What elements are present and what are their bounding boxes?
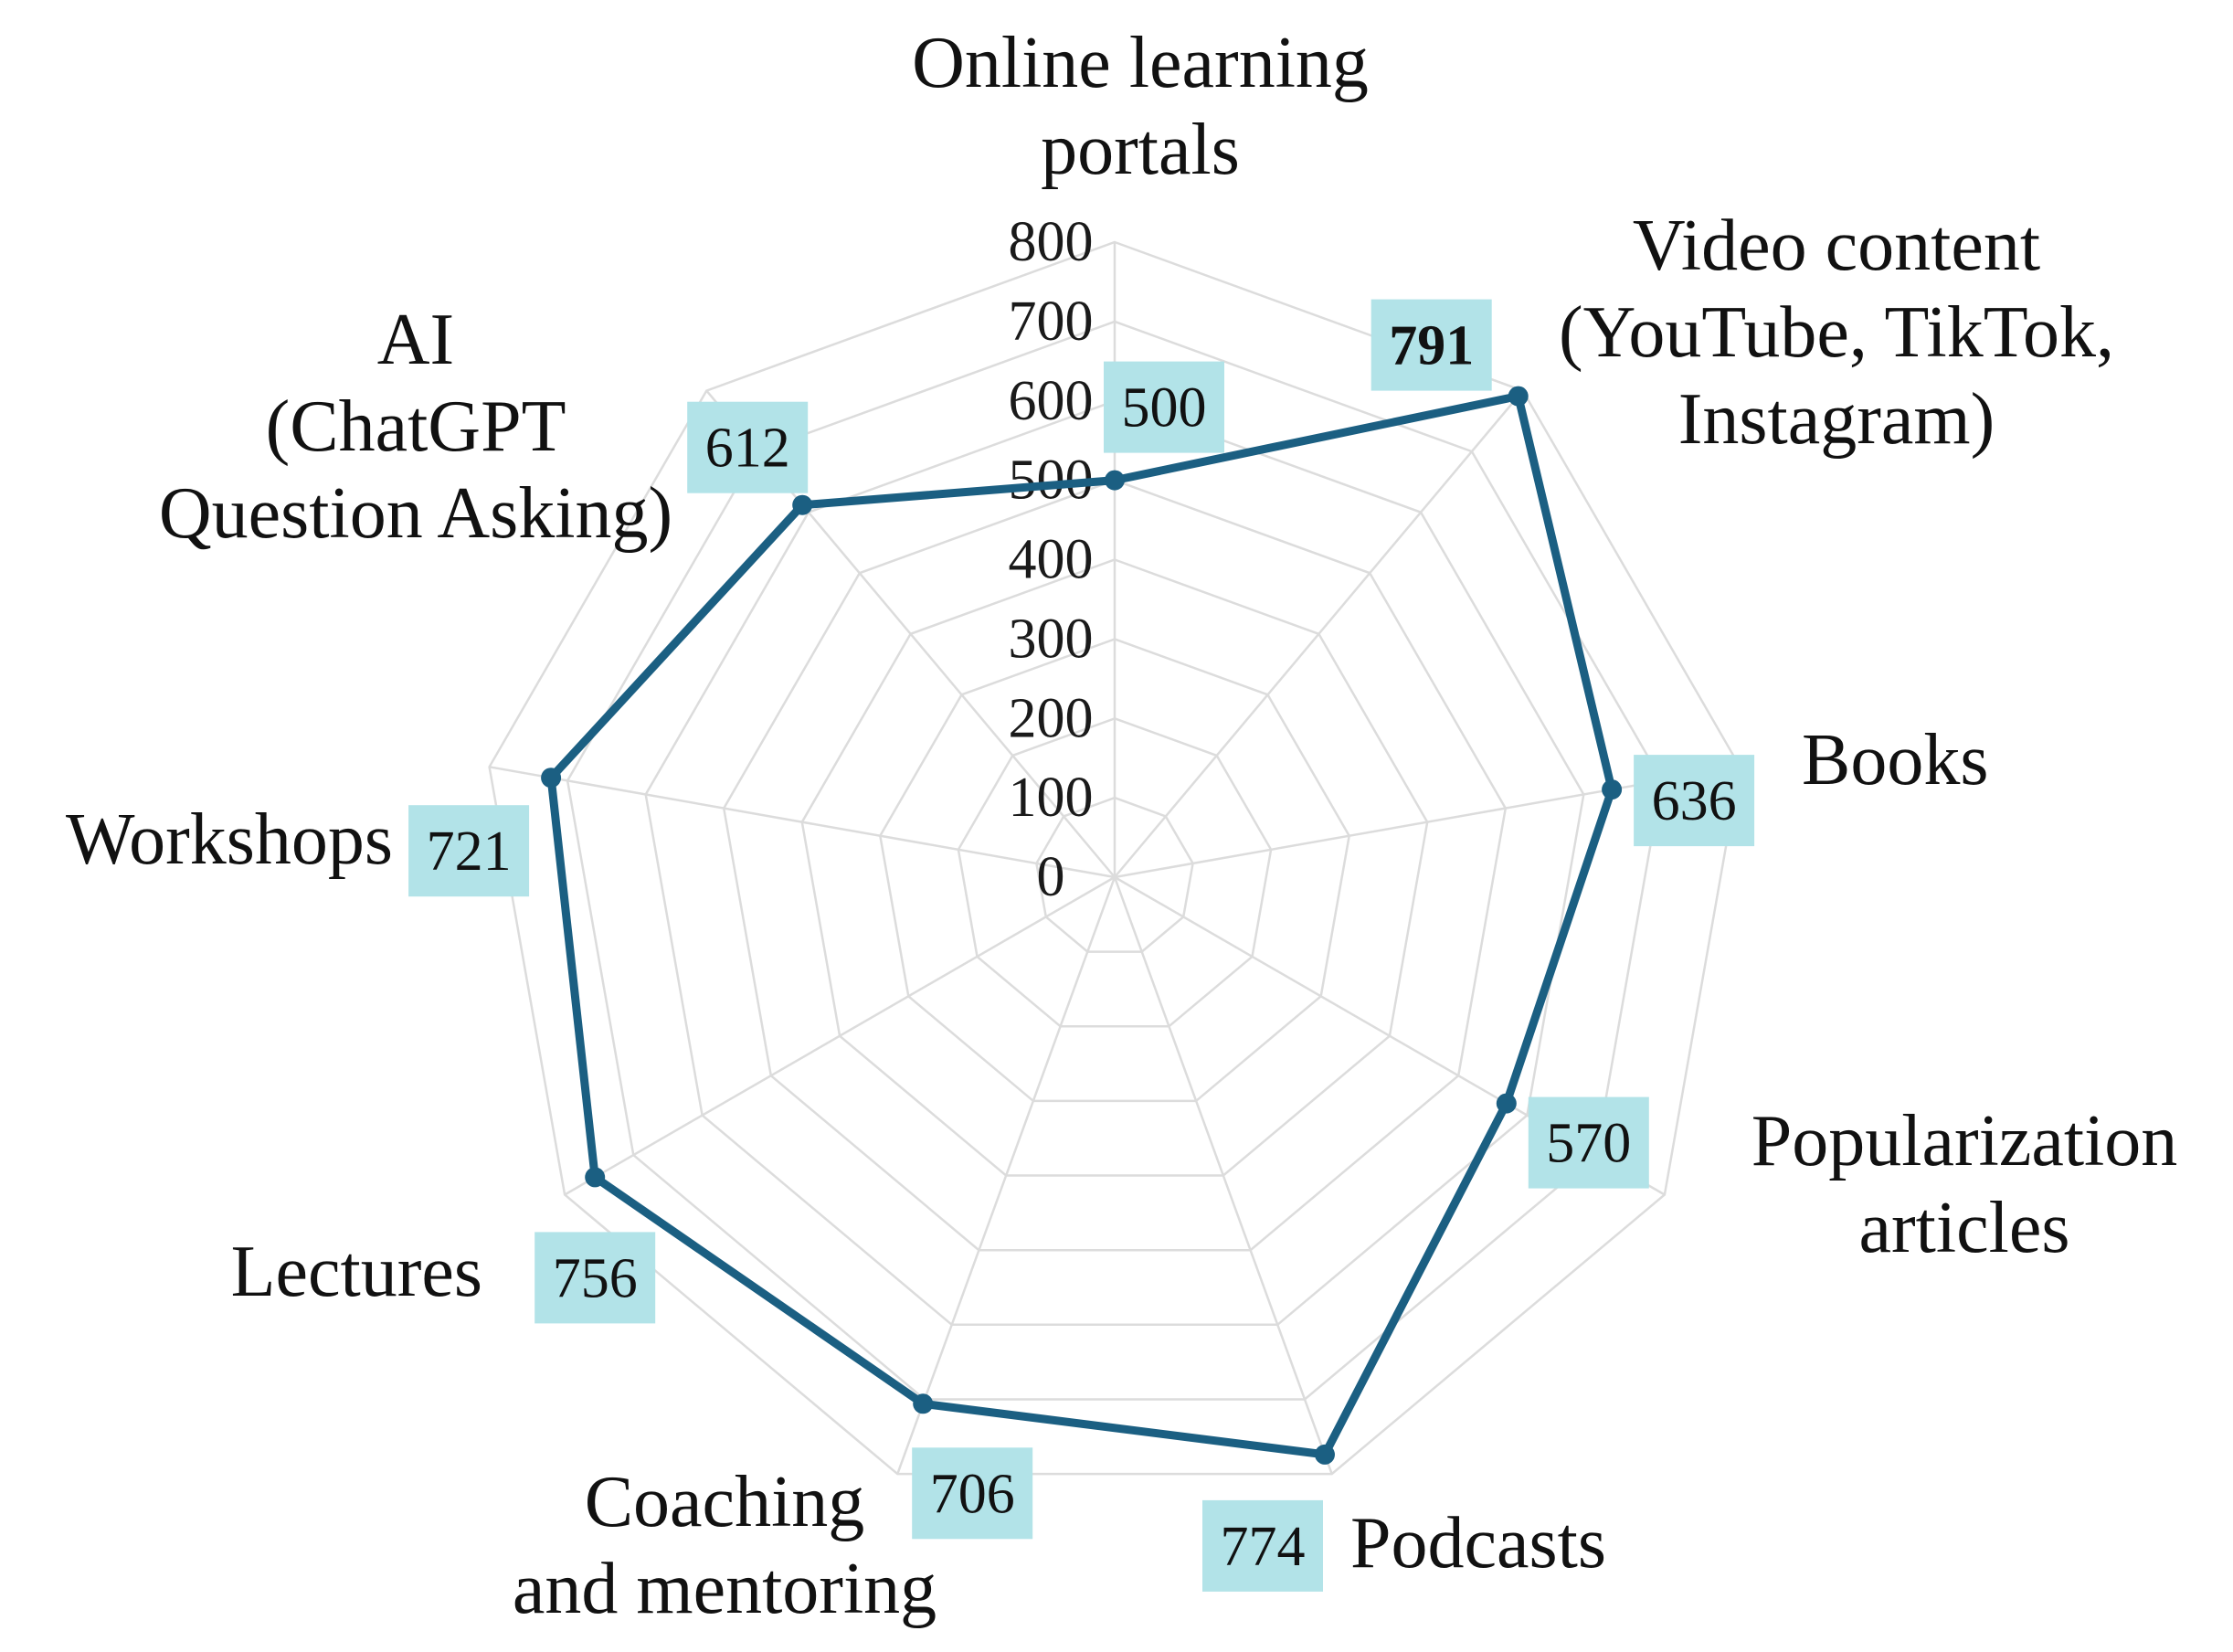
category-label: Online learning portals [912, 23, 1369, 190]
series-point [792, 494, 813, 515]
category-label: Lectures [231, 1232, 482, 1312]
tick-label: 700 [1009, 291, 1094, 353]
value-label-box [534, 1232, 656, 1324]
grid-ring-200 [957, 716, 1273, 1028]
category-label-line: Instagram) [1678, 379, 1995, 460]
grid-spoke [564, 875, 1116, 1196]
category-label-line: articles [1859, 1188, 2070, 1268]
value-label: 612 [705, 418, 790, 480]
series-layer [541, 386, 1623, 1465]
category-label-line: Coaching [585, 1462, 865, 1542]
grid-layer [488, 240, 1741, 1476]
value-label: 791 [1389, 315, 1474, 377]
tick-label: 300 [1009, 608, 1094, 670]
value-label: 721 [427, 821, 512, 883]
value-label-box [1202, 1499, 1323, 1592]
value-label-box [408, 805, 530, 897]
value-label: 706 [930, 1463, 1015, 1525]
grid-spoke [1114, 389, 1524, 878]
grid-ring-500 [722, 479, 1508, 1252]
grid-ring-800 [488, 240, 1741, 1476]
grid-spoke [896, 876, 1116, 1475]
category-label: Podcasts [1350, 1503, 1606, 1583]
category-label: AI (ChatGPT Question Asking) [159, 300, 672, 554]
value-label-box [1370, 299, 1492, 391]
series-point [1602, 779, 1623, 800]
category-label-line: (ChatGPT [266, 387, 566, 467]
series-point [1105, 470, 1125, 491]
grid-ring-100 [1035, 796, 1194, 953]
tick-label: 800 [1009, 211, 1094, 273]
category-label-line: Workshops [66, 800, 393, 880]
series-point [1508, 386, 1529, 407]
value-label-box [687, 401, 809, 493]
category-label-line: (YouTube, TikTok, [1559, 292, 2114, 373]
tick-label: 600 [1009, 370, 1094, 432]
category-label-line: Video content [1633, 206, 2040, 286]
value-label: 570 [1546, 1113, 1631, 1175]
category-labels: Online learning portals Video content (YouT… [66, 23, 2177, 1629]
series-point [913, 1393, 934, 1414]
tick-label: 100 [1009, 767, 1094, 829]
series-point [585, 1167, 606, 1188]
category-label: Video content (YouTube, TikTok, Instagram) [1559, 206, 2114, 460]
value-labels: 500 791 636 570 774 706 756 721 612 [408, 299, 1755, 1592]
value-label: 500 [1122, 377, 1207, 439]
grid-spoke [1113, 876, 1333, 1475]
category-label-line: Question Asking) [159, 473, 672, 554]
grid-spoke [489, 766, 1116, 879]
category-label: Popularization articles [1751, 1101, 2178, 1268]
series-line [546, 392, 1616, 1459]
category-label: Coaching and mentoring [513, 1462, 937, 1629]
grid-ring-400 [800, 558, 1429, 1177]
category-label: Workshops [66, 800, 393, 880]
category-label-line: AI [377, 300, 454, 380]
value-label-box [1104, 361, 1224, 453]
value-label-box [912, 1447, 1033, 1540]
value-label: 636 [1652, 770, 1737, 832]
category-label-line: Lectures [231, 1232, 482, 1312]
value-label: 774 [1221, 1516, 1306, 1578]
category-label-line: portals [1041, 110, 1240, 190]
value-label-box [1634, 755, 1755, 847]
category-label-line: Podcasts [1350, 1503, 1606, 1583]
tick-label: 400 [1009, 529, 1094, 591]
series-point [1496, 1093, 1517, 1114]
category-label: Books [1802, 720, 1989, 800]
grid-ring-600 [644, 399, 1585, 1327]
grid-ring-300 [878, 638, 1351, 1103]
category-label-line: Popularization [1751, 1101, 2178, 1181]
tick-label: 200 [1009, 687, 1094, 749]
series-point [541, 768, 562, 789]
series-point [1315, 1444, 1335, 1465]
tick-label: 0 [1037, 846, 1065, 908]
value-label: 756 [553, 1247, 638, 1309]
category-label-line: and mentoring [513, 1549, 937, 1629]
category-label-line: Online learning [912, 23, 1369, 103]
value-label-box [1528, 1096, 1649, 1189]
category-label-line: Books [1802, 720, 1989, 800]
